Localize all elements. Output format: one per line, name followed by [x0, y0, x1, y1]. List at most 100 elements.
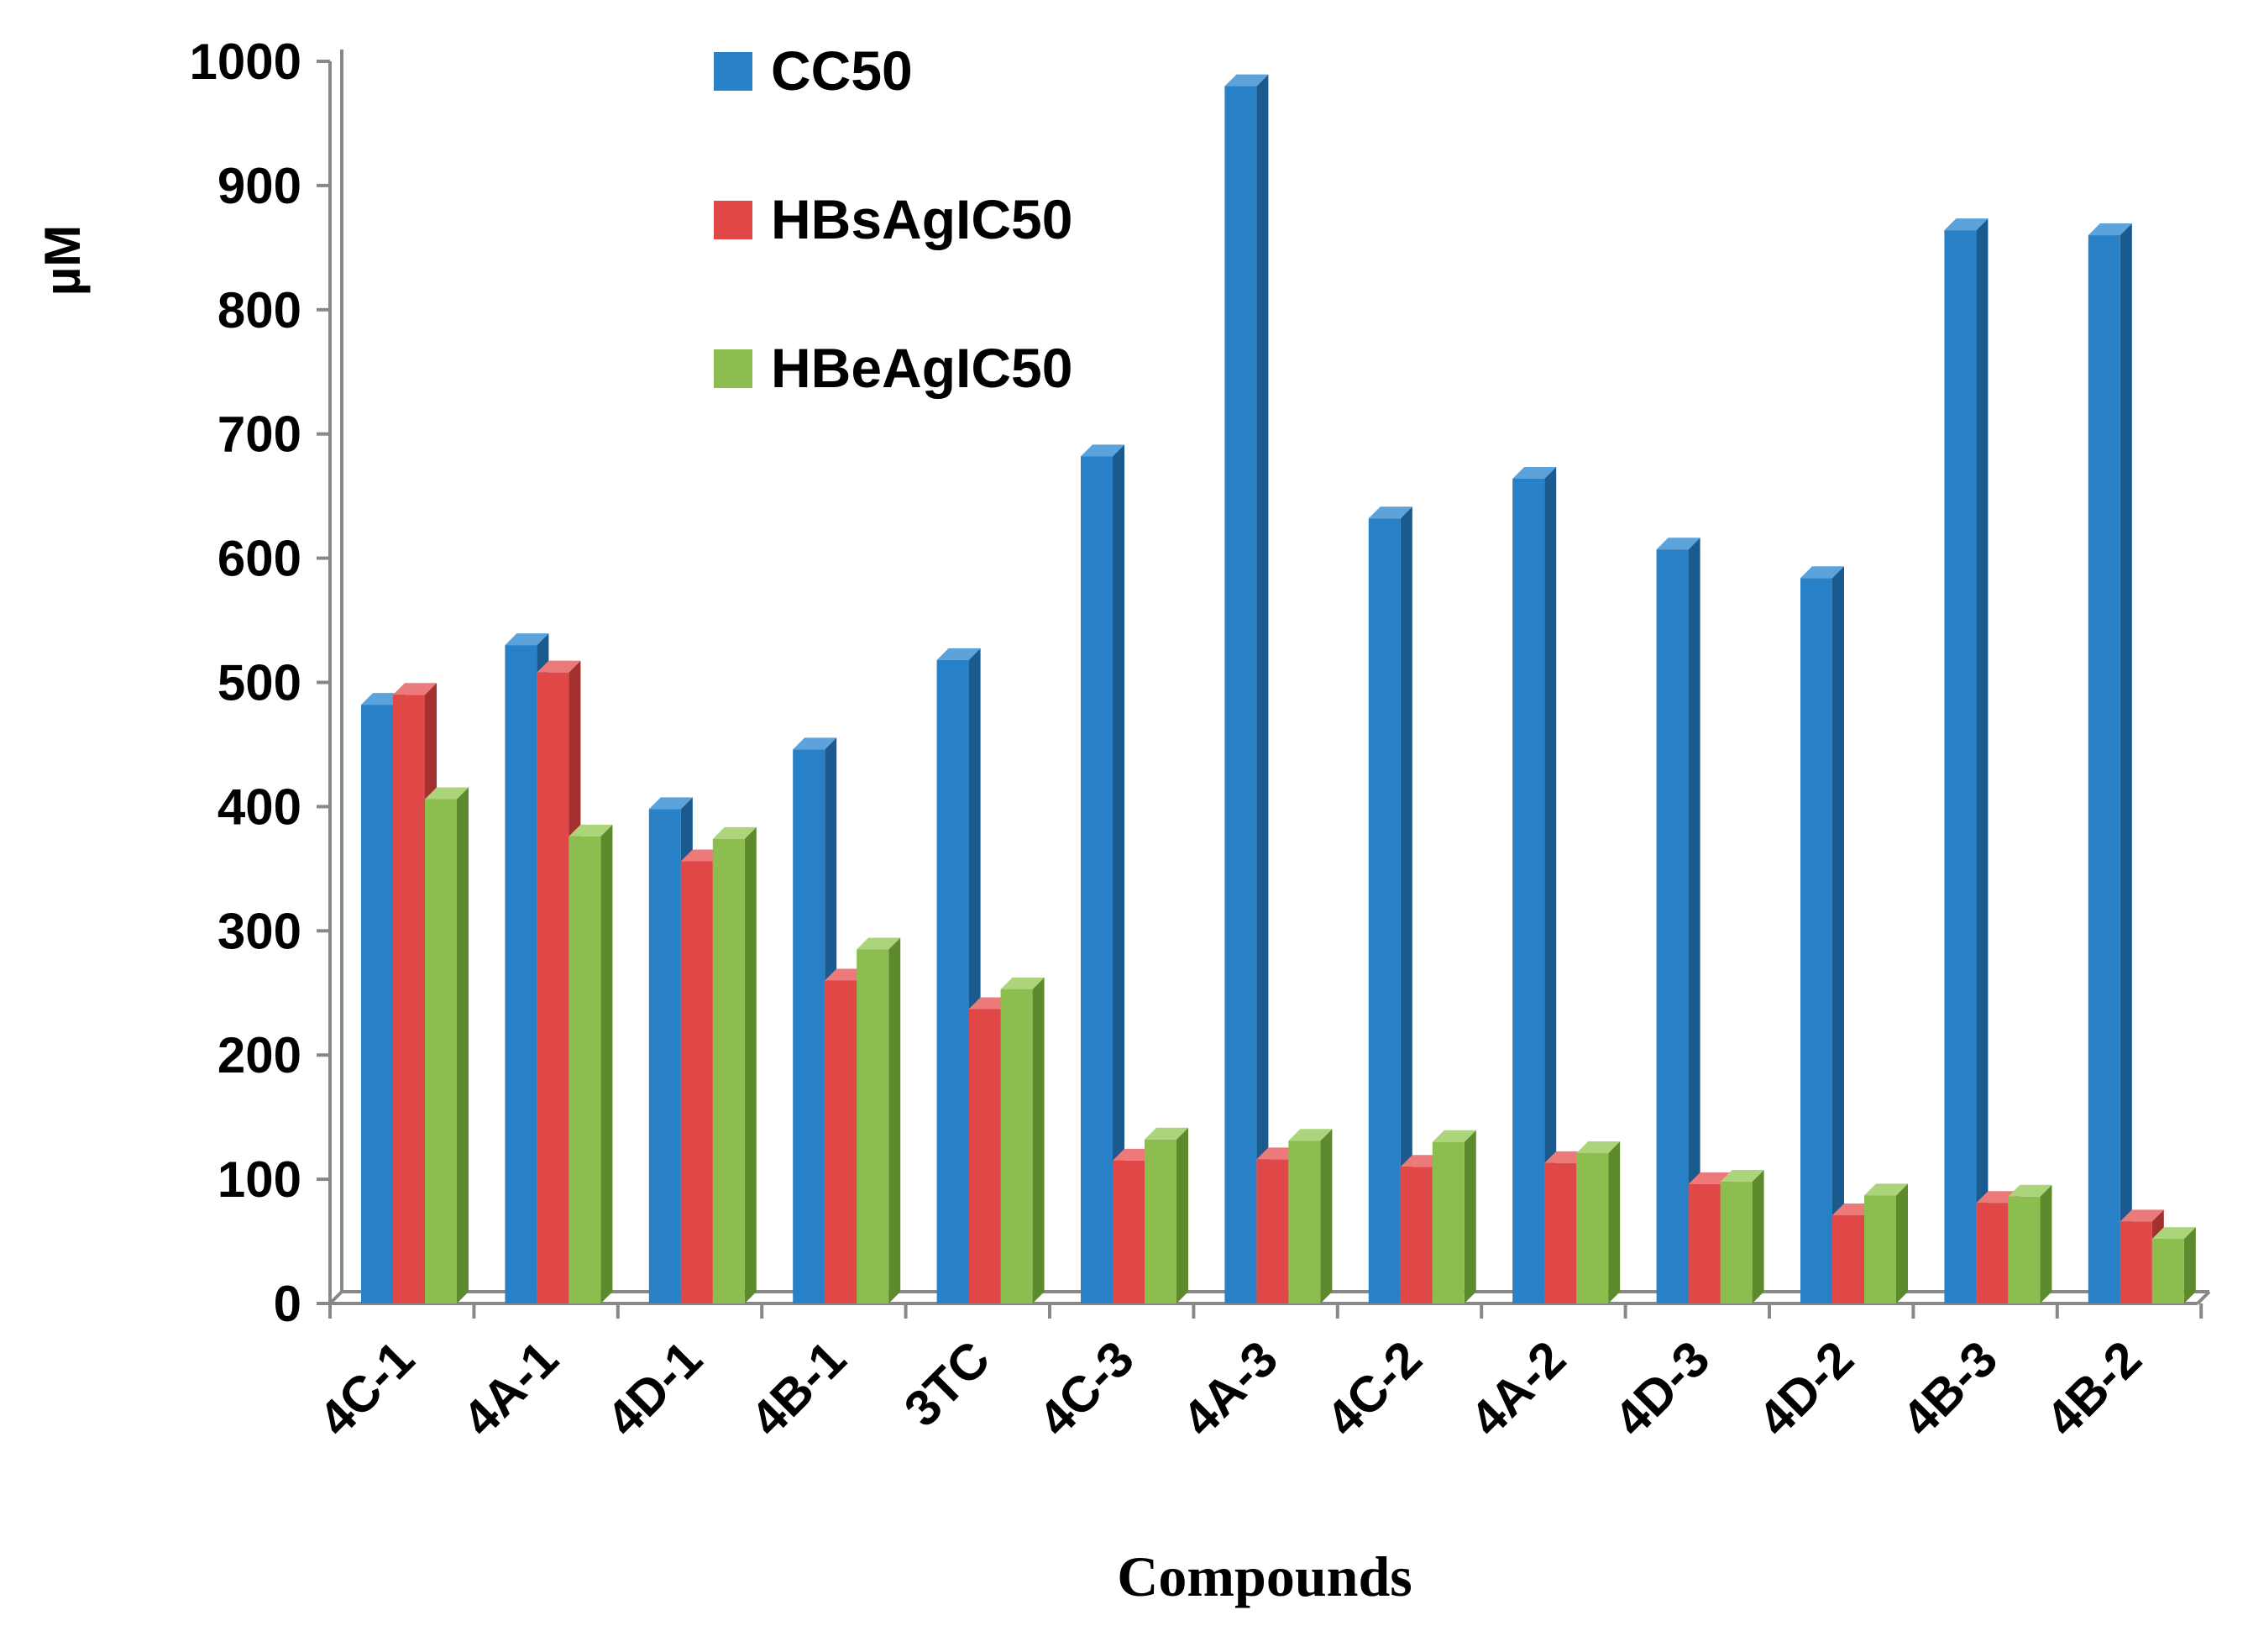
bar-front	[2088, 235, 2120, 1303]
bar-hbeagic50-4b-3	[2008, 1184, 2052, 1303]
bar-front	[393, 695, 425, 1303]
bar-cc50-4d-2	[1800, 566, 1844, 1303]
bar-side	[1688, 538, 1700, 1303]
floor-corner-line	[328, 1290, 343, 1305]
legend-swatch	[714, 201, 752, 239]
bar-side	[2120, 223, 2132, 1303]
bar-top	[1864, 1183, 1908, 1196]
bar-side	[1896, 1183, 1908, 1303]
bar-front	[569, 836, 601, 1303]
y-tick-label: 1000	[190, 34, 301, 90]
bar-top	[1720, 1170, 1764, 1183]
bar-hbeagic50-4c-2	[1432, 1130, 1476, 1303]
bar-top	[2120, 1209, 2164, 1222]
bar-side	[1752, 1170, 1764, 1303]
bar-hbeagic50-4a-3	[1288, 1129, 1333, 1303]
bar-front	[2151, 1239, 2184, 1303]
bar-top	[569, 824, 613, 836]
category-label: 4A-1	[452, 1330, 569, 1447]
bar-front	[1224, 86, 1257, 1304]
bar-cc50-4a-2	[1512, 466, 1557, 1303]
category-label: 4D-1	[595, 1330, 712, 1447]
bar-side	[1256, 74, 1269, 1304]
bar-front	[1864, 1195, 1896, 1303]
category-label: 4B-1	[740, 1330, 857, 1447]
bar-front	[1512, 478, 1545, 1303]
category-label: 4B-2	[2035, 1330, 2151, 1447]
bar-front	[1800, 578, 1832, 1303]
bar-top	[393, 683, 437, 695]
bar-hbeagic50-4a-2	[1576, 1141, 1621, 1303]
bar-top	[505, 633, 549, 646]
bar-front	[1256, 1159, 1289, 1303]
floor-right-line	[2196, 1290, 2211, 1305]
bar-top	[1224, 74, 1269, 87]
y-tick-label: 300	[217, 903, 301, 959]
bar-front	[1976, 1203, 2009, 1303]
bar-front	[968, 1009, 1001, 1303]
bar-front	[1368, 518, 1401, 1303]
bar-hbeagic50-4c-1	[425, 787, 469, 1303]
bar-top	[1944, 218, 1989, 231]
bar-front	[680, 861, 713, 1303]
bar-hbeagic50-4b-1	[857, 937, 901, 1303]
bar-front	[857, 949, 889, 1303]
bar-side	[2040, 1184, 2052, 1303]
bar-front	[1432, 1141, 1465, 1303]
bar-front	[1656, 549, 1689, 1303]
bar-front	[1288, 1141, 1321, 1303]
bar-top	[936, 648, 981, 660]
bar-side	[2183, 1227, 2196, 1303]
bar-top	[425, 787, 469, 800]
bar-front	[825, 980, 857, 1303]
bars	[361, 74, 2196, 1304]
bar-front	[1576, 1153, 1609, 1303]
bar-side	[1976, 218, 1989, 1303]
y-tick-label: 800	[217, 282, 301, 338]
y-tick-label: 700	[217, 406, 301, 463]
category-label: 3TC	[893, 1330, 1001, 1438]
legend-label: HBsAgIC50	[771, 188, 1072, 250]
bar-top	[2151, 1227, 2196, 1240]
bar-top	[712, 826, 757, 839]
bar-front	[1113, 1160, 1145, 1303]
legend-item-hbeagic50: HBeAgIC50	[714, 337, 1072, 399]
bar-top	[1576, 1141, 1621, 1154]
y-tick-label: 600	[217, 531, 301, 587]
bar-top	[1288, 1129, 1333, 1141]
bar-top	[1512, 466, 1557, 479]
bar-hbeagic50-4d-1	[712, 826, 757, 1303]
x-axis-title: Compounds	[1117, 1544, 1412, 1608]
bar-hbeagic50-4d-2	[1864, 1183, 1908, 1303]
bar-front	[1000, 989, 1033, 1303]
bar-cc50-3tc	[936, 648, 981, 1303]
bar-side	[888, 937, 901, 1303]
bar-front	[1081, 456, 1113, 1303]
y-tick-label: 200	[217, 1027, 301, 1083]
bar-side	[1176, 1127, 1188, 1303]
bar-top	[1000, 977, 1045, 989]
bar-top	[1432, 1130, 1476, 1142]
bar-top	[537, 660, 581, 673]
bar-top	[2088, 223, 2132, 236]
bar-side	[457, 787, 469, 1303]
bar-hbeagic50-3tc	[1000, 977, 1045, 1303]
y-axis-title: µM	[34, 225, 91, 296]
category-label: 4C-1	[308, 1330, 425, 1447]
category-label: 4A-2	[1459, 1330, 1576, 1447]
bar-top	[1800, 566, 1844, 579]
bar-front	[1688, 1184, 1721, 1303]
bar-side	[1544, 466, 1557, 1303]
category-label: 4A-3	[1171, 1330, 1288, 1447]
y-tick-label: 500	[217, 655, 301, 711]
bar-cc50-4b-3	[1944, 218, 1989, 1303]
bar-hbeagic50-4a-1	[569, 824, 613, 1303]
bar-top	[857, 937, 901, 950]
legend-label: CC50	[771, 39, 913, 102]
bar-side	[1320, 1129, 1333, 1303]
y-tick-label: 400	[217, 779, 301, 835]
bar-front	[1832, 1214, 1864, 1303]
bar-front	[1145, 1139, 1176, 1303]
bar-hbeagic50-4d-3	[1720, 1170, 1764, 1303]
